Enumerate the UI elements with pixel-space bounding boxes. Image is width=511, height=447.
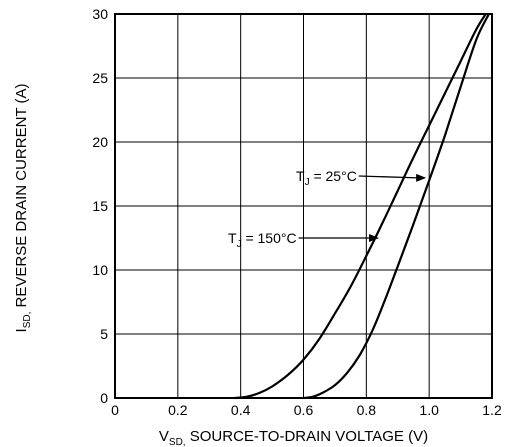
- arrowhead-tj25: [416, 173, 427, 182]
- x-tick-label: 0: [111, 402, 119, 418]
- annotations: TJ = 25°C TJ = 150°C: [228, 168, 427, 250]
- x-tick-label: 0.2: [168, 402, 188, 418]
- data-curves: [234, 13, 490, 400]
- y-tick-label: 30: [92, 6, 108, 22]
- y-axis-title: ISD, REVERSE DRAIN CURRENT (A): [13, 84, 33, 333]
- y-tick-label: 25: [92, 70, 108, 86]
- y-tick-label: 0: [100, 390, 108, 406]
- annotation-tj150: TJ = 150°C: [228, 230, 297, 250]
- plot-frame: [114, 13, 493, 399]
- y-tick-label: 15: [92, 198, 108, 214]
- x-axis-title: VSD, SOURCE-TO-DRAIN VOLTAGE (V): [159, 428, 428, 447]
- x-tick-label: 0.8: [357, 402, 377, 418]
- curve-tj25: [303, 13, 490, 400]
- arrowhead-tj150: [369, 234, 380, 242]
- y-tick-label: 5: [100, 326, 108, 342]
- curve-tj150: [234, 13, 487, 400]
- grid-lines: [114, 13, 493, 399]
- y-tick-label: 10: [92, 262, 108, 278]
- x-tick-label: 0.4: [231, 402, 251, 418]
- y-axis-ticks: 0 5 10 15 20 25 30: [92, 6, 108, 406]
- x-tick-label: 1.2: [482, 402, 502, 418]
- x-axis-ticks: 0 0.2 0.4 0.6 0.8 1.0 1.2: [111, 402, 502, 418]
- x-tick-label: 1.0: [419, 402, 439, 418]
- annotation-tj25: TJ = 25°C: [296, 168, 357, 188]
- annotation-arrow-tj25: [358, 175, 419, 179]
- x-tick-label: 0.6: [294, 402, 314, 418]
- y-tick-label: 20: [92, 134, 108, 150]
